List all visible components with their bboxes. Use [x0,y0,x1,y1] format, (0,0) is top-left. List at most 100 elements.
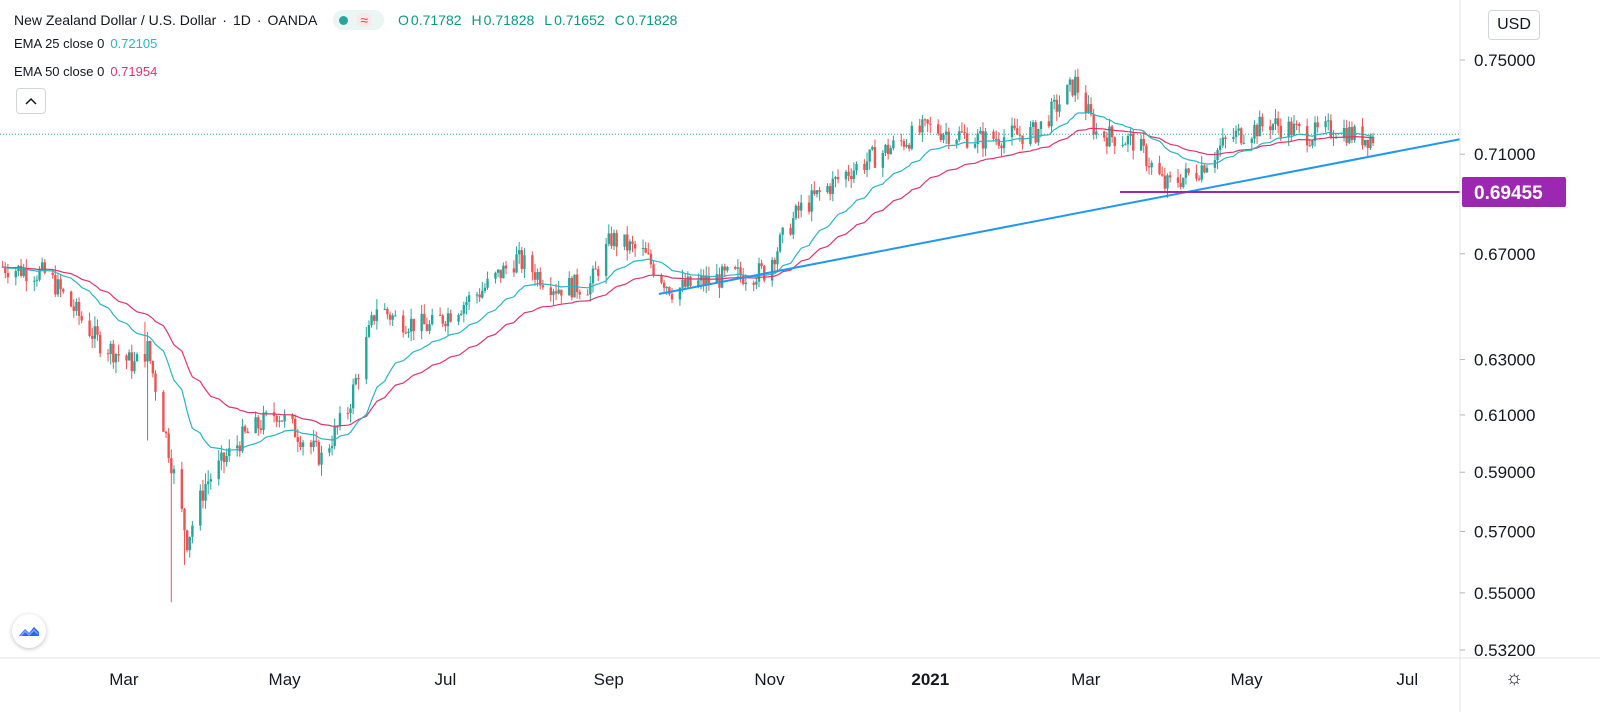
ema50-legend[interactable]: EMA 50 close 0 0.71954 [14,64,163,79]
tradingview-logo-icon[interactable] [12,614,46,648]
candle-body [873,147,877,168]
candle [831,171,834,202]
candle-body [1221,137,1225,146]
candle-body [35,279,39,281]
y-tick-label: 0.53200 [1474,641,1535,660]
candle-body [259,428,263,431]
candle [752,280,755,292]
candle-body [1018,134,1022,136]
candle [167,427,170,463]
candle-body [1021,135,1024,145]
candle-body [1132,133,1135,151]
candle [1205,164,1209,173]
candle [59,275,62,298]
candle-body [607,233,610,244]
candle-body [204,483,207,501]
candle [1139,134,1143,151]
candle [984,127,987,157]
candle [388,311,392,326]
candle-body [486,278,489,288]
candle-body [705,275,708,286]
candle [1324,116,1327,133]
candle [1047,114,1051,129]
candle [1295,120,1298,131]
candle-body [604,243,608,276]
interval-label[interactable]: 1D [232,12,251,28]
candle-body [586,294,589,296]
ascending-trendline[interactable] [658,138,1461,295]
candle [1021,135,1024,150]
candle-body [1089,104,1093,115]
candle [1232,128,1235,143]
candle-body [338,413,342,427]
candle [459,310,463,316]
candle-body [185,530,189,551]
candle-body [420,313,423,332]
sun-settings-icon[interactable]: ☼ [1505,667,1524,689]
candle [826,183,829,194]
candle-body [180,469,184,509]
candle [204,473,207,509]
low-value: 0.71652 [554,12,605,28]
candle-body [1224,137,1227,140]
candle [1345,120,1348,146]
candle-body [407,331,410,334]
symbol-title[interactable]: New Zealand Dollar / U.S. Dollar [14,12,217,28]
candle-body [736,267,740,269]
candle [133,351,136,374]
candle-body [91,336,94,339]
candle-body [828,186,832,194]
candle [778,232,782,253]
candle-body [575,274,579,293]
candle [494,271,497,284]
candle-body [1274,118,1277,125]
candle-body [997,139,1001,146]
candle-body [351,384,355,409]
open-label: O [398,12,409,28]
candle-body [1311,140,1314,146]
candle-body [517,250,521,255]
time-axis[interactable]: Mar May Jul Sep Nov 2021 Mar May Jul [109,670,1418,689]
candle [594,261,597,270]
candle [499,269,502,283]
high-value: 0.71828 [483,12,535,28]
candle [910,121,914,151]
x-tick-label: Jul [1396,670,1418,689]
candle-body [789,227,792,235]
candle-body [475,294,479,296]
candle [349,403,352,423]
candle-body [478,294,481,298]
candle-body [1129,133,1132,137]
currency-button[interactable]: USD [1488,10,1540,40]
candle-body [1290,121,1293,136]
exchange-label[interactable]: OANDA [267,12,318,28]
candle-body [502,265,505,279]
candle [293,414,297,438]
candle-body [1161,174,1164,176]
candle [438,307,442,316]
price-axis[interactable]: 0.75000 0.71000 0.67000 0.63000 0.61000 0.590… [1460,51,1535,660]
candle [62,287,65,294]
candle [1184,162,1188,185]
candle [375,299,379,330]
candle [1176,169,1180,188]
candle [1182,177,1185,189]
candle [1276,111,1280,134]
low-label: L [544,12,553,28]
chevron-up-icon [25,97,37,105]
candle-body [465,302,468,305]
candle-body [647,252,650,254]
collapse-legend-button[interactable] [16,88,46,114]
candle-body [14,270,18,278]
candle [154,370,157,401]
market-status-pill[interactable]: ≈ [333,10,385,30]
ema25-legend[interactable]: EMA 25 close 0 0.72105 [14,36,163,51]
candle [112,339,115,369]
candle [206,470,210,495]
candle-body [1139,138,1143,151]
candle-body [665,287,668,289]
candle [386,307,389,320]
candle-body [96,326,99,335]
candle [25,259,28,292]
